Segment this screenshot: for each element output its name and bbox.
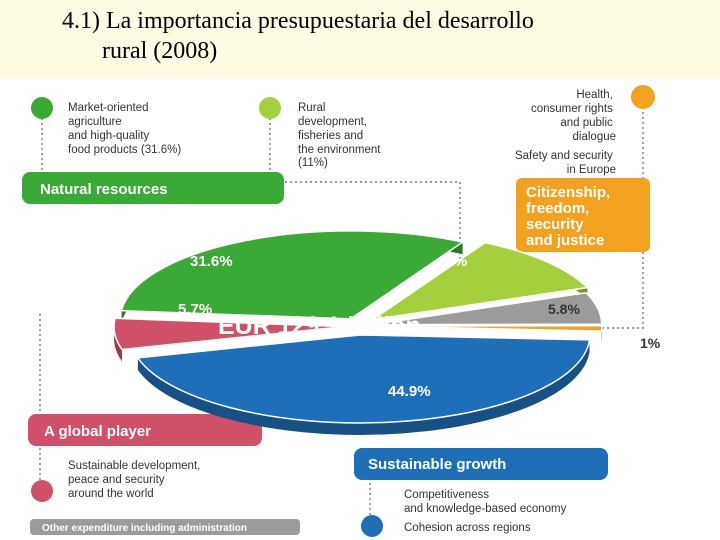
pie-slice-label-4: 1%	[640, 335, 661, 351]
competitiveness-label: Competitiveness and knowledge-based econ…	[404, 489, 567, 515]
natural-resources-connector	[285, 181, 461, 265]
budget-pie-infographic: Market-oriented agriculture and high-qua…	[22, 85, 661, 537]
rural-dot	[259, 97, 281, 119]
safety-label: Safety and security in Europe	[515, 150, 616, 176]
pie-slice-3	[371, 292, 603, 326]
rural-label-line-4: the environment	[298, 144, 381, 156]
rural-label-line-2: development,	[298, 116, 367, 128]
competitiveness-line-1: Competitiveness	[404, 489, 489, 501]
cohesion-label: Cohesion across regions	[404, 522, 531, 534]
natural-resources-title: Natural resources	[40, 181, 168, 198]
citizenship-title-line-4: and justice	[526, 232, 604, 249]
rural-label: Rural development, fisheries and the env…	[298, 102, 384, 169]
pie-slice-label-6: 5.7%	[178, 301, 212, 318]
citizenship-connector	[590, 97, 644, 329]
citizenship-title: Citizenship, freedom, security and justi…	[526, 184, 614, 249]
pie-slice-label-2: 11%	[438, 253, 467, 270]
health-label-line-4: dialogue	[573, 131, 616, 143]
health-dot	[631, 85, 655, 109]
market-dot	[31, 97, 53, 119]
rural-label-line-3: fisheries and	[298, 130, 363, 142]
health-label: Health, consumer rights and public dialo…	[531, 89, 616, 143]
citizenship-title-line-2: freedom,	[526, 200, 589, 217]
global-desc-line-2: peace and security	[68, 474, 165, 486]
pie-slice-2	[372, 241, 590, 321]
global-player-title: A global player	[44, 423, 151, 440]
pie-slice-5	[136, 334, 591, 424]
market-label-line-2: agriculture	[68, 116, 122, 128]
rural-label-line-1: Rural	[298, 102, 325, 114]
other-expenditure-bar: Other expenditure including administrati…	[30, 519, 300, 535]
slide-title-line-2: rural (2008)	[102, 38, 218, 64]
health-label-line-3: and public	[560, 117, 613, 129]
pie-slice-label-5: 44.9%	[388, 383, 431, 400]
sustainable-growth-title: Sustainable growth	[368, 456, 506, 473]
citizenship-title-line-1: Citizenship,	[526, 184, 610, 201]
global-desc-line-3: around the world	[68, 488, 154, 500]
infographic-panel: Market-oriented agriculture and high-qua…	[0, 78, 720, 540]
other-expenditure-label: Other expenditure including administrati…	[42, 523, 247, 534]
safety-label-line-2: in Europe	[567, 164, 616, 176]
global-player-box: A global player	[28, 414, 262, 446]
title-bar: 4.1) La importancia presupuestaria del d…	[0, 0, 720, 78]
market-label: Market-oriented agriculture and high-qua…	[68, 102, 181, 156]
market-label-line-4: food products (31.6%)	[68, 144, 181, 156]
global-dot	[31, 480, 53, 502]
market-label-line-3: and high-quality	[68, 130, 149, 142]
pie-chart	[113, 230, 603, 435]
health-label-line-1: Health,	[576, 89, 612, 101]
natural-resources-box: Natural resources	[22, 172, 284, 204]
cohesion-dot	[361, 515, 383, 537]
pie-slice-6	[113, 317, 345, 351]
health-label-line-2: consumer rights	[531, 103, 613, 115]
competitiveness-line-2: and knowledge-based economy	[404, 503, 567, 515]
global-desc-line-1: Sustainable development,	[68, 460, 200, 472]
pie-slice-side-6	[114, 318, 123, 362]
pie-total-label: EUR 129.1 billion	[218, 312, 421, 340]
global-desc: Sustainable development, peace and secur…	[68, 460, 204, 500]
rural-label-line-5: (11%)	[298, 157, 328, 169]
pie-slice-label-3: 5.8%	[548, 301, 580, 317]
pie-slice-4	[371, 324, 603, 332]
safety-label-line-1: Safety and security	[515, 150, 613, 162]
slide-title-line-1: 4.1) La importancia presupuestaria del d…	[62, 8, 534, 34]
sustainable-growth-box: Sustainable growth	[354, 448, 608, 480]
citizenship-box: Citizenship, freedom, security and justi…	[516, 178, 650, 252]
pie-slice-1	[120, 230, 465, 320]
market-label-line-1: Market-oriented	[68, 102, 149, 114]
citizenship-title-line-3: security	[526, 216, 584, 233]
slide-title: 4.1) La importancia presupuestaria del d…	[62, 6, 702, 66]
pie-slice-label-1: 31.6%	[190, 253, 233, 270]
